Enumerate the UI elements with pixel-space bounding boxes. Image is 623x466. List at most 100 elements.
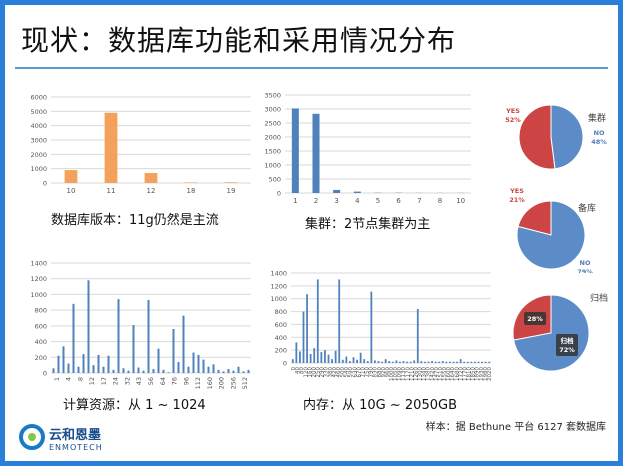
- y-tick-label: 1200: [270, 282, 287, 290]
- bar: [374, 360, 376, 363]
- pie-slice-label: 归档: [561, 336, 575, 345]
- bar: [481, 361, 483, 363]
- bar: [416, 309, 419, 363]
- bar: [217, 369, 220, 373]
- bar: [242, 371, 245, 373]
- pie-slice: [516, 200, 586, 270]
- bar: [107, 355, 110, 373]
- y-tick-label: 200: [35, 354, 47, 362]
- bar: [409, 361, 412, 363]
- y-tick-label: 1000: [30, 165, 47, 173]
- x-tick-label: 10: [67, 187, 76, 195]
- x-tick-label: 1930: [479, 367, 485, 381]
- logo-icon: [19, 424, 45, 450]
- x-tick-label: 1770: [462, 367, 468, 381]
- x-tick-label: 250: [316, 367, 322, 378]
- bar: [227, 369, 230, 373]
- x-tick-label: 1640: [450, 367, 456, 381]
- bar: [391, 361, 394, 363]
- x-tick-label: 6: [396, 197, 401, 205]
- x-tick-label: 160: [307, 367, 313, 378]
- bar: [309, 354, 312, 363]
- y-tick-label: 400: [35, 338, 47, 346]
- bar: [117, 299, 120, 373]
- bar: [192, 352, 195, 373]
- bar: [334, 350, 337, 363]
- y-tick-label: 2500: [264, 120, 281, 128]
- bar: [162, 369, 165, 373]
- bar: [302, 311, 305, 363]
- bar: [352, 357, 355, 363]
- y-tick-label: 0: [43, 370, 47, 378]
- x-tick-label: 2: [314, 197, 318, 205]
- x-tick-label: 1680: [454, 367, 460, 381]
- bar: [172, 329, 175, 373]
- bar: [137, 367, 140, 373]
- x-tick-label: 290: [320, 367, 326, 378]
- bar: [197, 354, 200, 373]
- x-tick-label: 1720: [458, 367, 464, 381]
- x-tick-label: 1600: [446, 367, 452, 381]
- bar: [313, 348, 316, 363]
- x-tick-label: 1380: [426, 367, 432, 381]
- bar: [207, 366, 210, 373]
- y-tick-label: 3000: [30, 137, 47, 145]
- bar: [127, 370, 130, 373]
- x-tick-label: 2020: [487, 367, 493, 381]
- pie-slice-pct: 48%: [591, 138, 607, 146]
- cluster-chart-caption: 集群：2节点集群为主: [305, 217, 431, 232]
- x-tick-label: 1130: [401, 367, 407, 381]
- y-tick-label: 1400: [30, 260, 47, 268]
- bar: [67, 363, 70, 373]
- x-tick-label: 1170: [405, 367, 411, 381]
- bar: [359, 352, 362, 363]
- bar: [452, 361, 455, 363]
- pie-label-box: [524, 312, 546, 325]
- bar: [384, 359, 387, 363]
- bar: [177, 362, 180, 373]
- memory-chart-caption: 内存：从 10G ~ 2050GB: [303, 398, 457, 413]
- pie-slice-label: NO: [594, 129, 605, 137]
- version-chart: 0 1000 2000 3000 4000 5000 6000 10 11 12 18 19: [30, 94, 251, 195]
- title-divider: [15, 67, 608, 69]
- bar: [449, 361, 451, 363]
- bar: [463, 361, 466, 363]
- x-tick-label: 32: [123, 377, 131, 385]
- x-tick-label: 630: [352, 367, 358, 378]
- pie-slice-pct: 79%: [577, 268, 593, 273]
- bar: [370, 291, 373, 363]
- bar: [306, 294, 308, 363]
- x-tick-label: 880: [377, 367, 383, 378]
- x-tick-label: 460: [336, 367, 342, 378]
- x-tick-label: 24: [112, 377, 120, 385]
- bar: [381, 361, 383, 363]
- y-tick-label: 0: [43, 180, 47, 188]
- x-tick-label: 17: [100, 377, 108, 385]
- bar: [102, 366, 105, 373]
- bar: [413, 360, 416, 363]
- x-tick-label: 670: [356, 367, 362, 378]
- y-tick-label: 3000: [264, 106, 281, 114]
- x-tick-label: 1850: [471, 367, 477, 381]
- x-tick-label: 3: [334, 197, 338, 205]
- pie-slice: [550, 104, 584, 170]
- bar: [212, 364, 215, 373]
- bar: [104, 112, 118, 183]
- y-tick-label: 1000: [270, 295, 287, 303]
- x-tick-label: 12: [88, 377, 96, 385]
- bar: [232, 370, 235, 373]
- pie-slice-pct: 72%: [559, 346, 575, 354]
- x-tick-label: 160: [206, 377, 214, 389]
- x-tick-label: 8: [438, 197, 442, 205]
- y-tick-label: 1200: [30, 275, 47, 283]
- x-tick-label: 7: [417, 197, 421, 205]
- y-tick-label: 800: [35, 307, 47, 315]
- x-tick-label: 1210: [409, 367, 415, 381]
- bar: [82, 354, 85, 373]
- bar: [427, 361, 430, 363]
- y-tick-label: 1400: [270, 270, 287, 278]
- bar: [484, 361, 487, 363]
- x-tick-label: 790: [369, 367, 375, 378]
- x-tick-label: 920: [381, 367, 387, 378]
